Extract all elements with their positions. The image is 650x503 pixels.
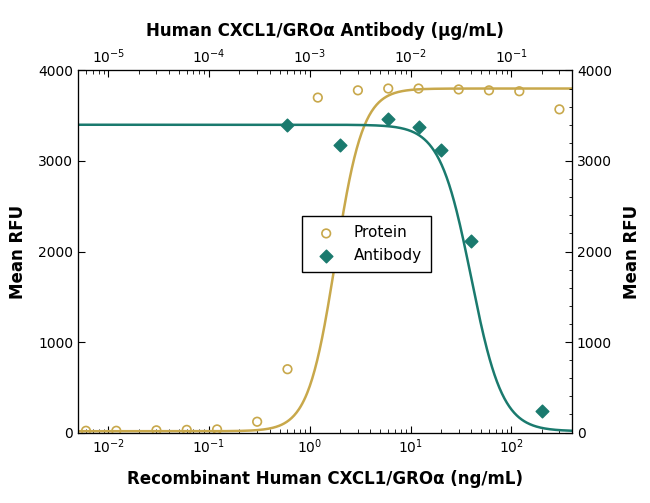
Antibody bbox=[536, 407, 547, 415]
Protein bbox=[181, 426, 192, 434]
X-axis label: Recombinant Human CXCL1/GROα (ng/mL): Recombinant Human CXCL1/GROα (ng/mL) bbox=[127, 470, 523, 488]
Protein bbox=[81, 427, 91, 435]
Protein bbox=[212, 426, 222, 434]
Y-axis label: Mean RFU: Mean RFU bbox=[9, 204, 27, 299]
Antibody bbox=[436, 146, 446, 154]
Antibody bbox=[466, 236, 476, 244]
Protein bbox=[353, 87, 363, 95]
Protein bbox=[484, 87, 494, 95]
Y-axis label: Mean RFU: Mean RFU bbox=[623, 204, 641, 299]
Legend: Protein, Antibody: Protein, Antibody bbox=[302, 216, 431, 272]
Protein bbox=[313, 94, 323, 102]
Protein bbox=[151, 427, 162, 435]
X-axis label: Human CXCL1/GROα Antibody (μg/mL): Human CXCL1/GROα Antibody (μg/mL) bbox=[146, 22, 504, 40]
Antibody bbox=[383, 115, 393, 123]
Antibody bbox=[282, 121, 293, 129]
Antibody bbox=[413, 123, 424, 131]
Protein bbox=[111, 427, 122, 435]
Protein bbox=[413, 85, 424, 93]
Antibody bbox=[607, 415, 618, 423]
Protein bbox=[514, 87, 525, 95]
Protein bbox=[554, 105, 565, 113]
Protein bbox=[252, 417, 263, 426]
Protein bbox=[454, 86, 464, 94]
Protein bbox=[282, 365, 293, 373]
Antibody bbox=[335, 141, 345, 149]
Protein bbox=[383, 85, 393, 93]
